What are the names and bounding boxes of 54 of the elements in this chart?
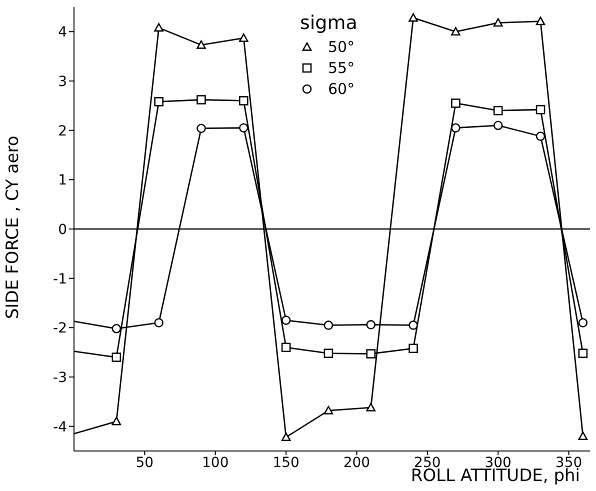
y-tick-label: 0	[58, 222, 67, 238]
y-tick-label: -1	[53, 271, 67, 288]
legend-title: sigma	[300, 12, 358, 34]
y-tick-label: -3	[53, 370, 67, 386]
point	[281, 316, 291, 325]
point	[366, 349, 376, 358]
x-tick-label: 50	[136, 454, 154, 471]
y-tick-label: -2	[53, 320, 67, 337]
point	[196, 40, 206, 49]
point	[366, 320, 376, 330]
point	[324, 320, 334, 330]
x-tick-label: 200	[343, 454, 370, 471]
point	[536, 104, 546, 114]
point	[324, 406, 334, 414]
legend-label: 55°	[328, 58, 355, 76]
point	[578, 432, 588, 440]
point	[451, 123, 460, 133]
point	[578, 318, 588, 328]
point	[493, 120, 503, 130]
point	[536, 16, 546, 26]
x-tick-label: 100	[202, 454, 229, 471]
point	[154, 318, 164, 328]
point	[451, 98, 460, 108]
point	[238, 123, 248, 133]
y-tick-label: 3	[58, 74, 67, 90]
point	[493, 18, 503, 27]
point	[196, 124, 206, 134]
point	[112, 352, 122, 362]
point	[154, 23, 164, 32]
point	[154, 97, 164, 106]
point	[451, 27, 460, 36]
point	[536, 132, 546, 141]
point	[408, 13, 418, 22]
y-tick-label: -4	[53, 419, 68, 436]
point	[196, 95, 206, 104]
point	[493, 106, 503, 116]
point	[112, 324, 122, 334]
legend-label: 60°	[328, 80, 355, 98]
y-axis-title: SIDE FORCE , CY aero	[3, 136, 24, 319]
point	[238, 33, 248, 42]
point	[408, 344, 418, 354]
point	[324, 348, 334, 358]
point	[281, 342, 291, 352]
y-tick-label: 4	[58, 24, 68, 41]
legend-label: 50°	[328, 38, 355, 56]
point	[366, 402, 376, 412]
y-tick-label: 1	[58, 172, 67, 189]
point	[238, 96, 248, 106]
point	[112, 416, 122, 426]
point	[281, 432, 291, 442]
y-tick-label: 2	[58, 123, 67, 140]
point	[408, 320, 418, 330]
x-tick-label: 150	[272, 454, 300, 471]
point	[578, 348, 588, 358]
